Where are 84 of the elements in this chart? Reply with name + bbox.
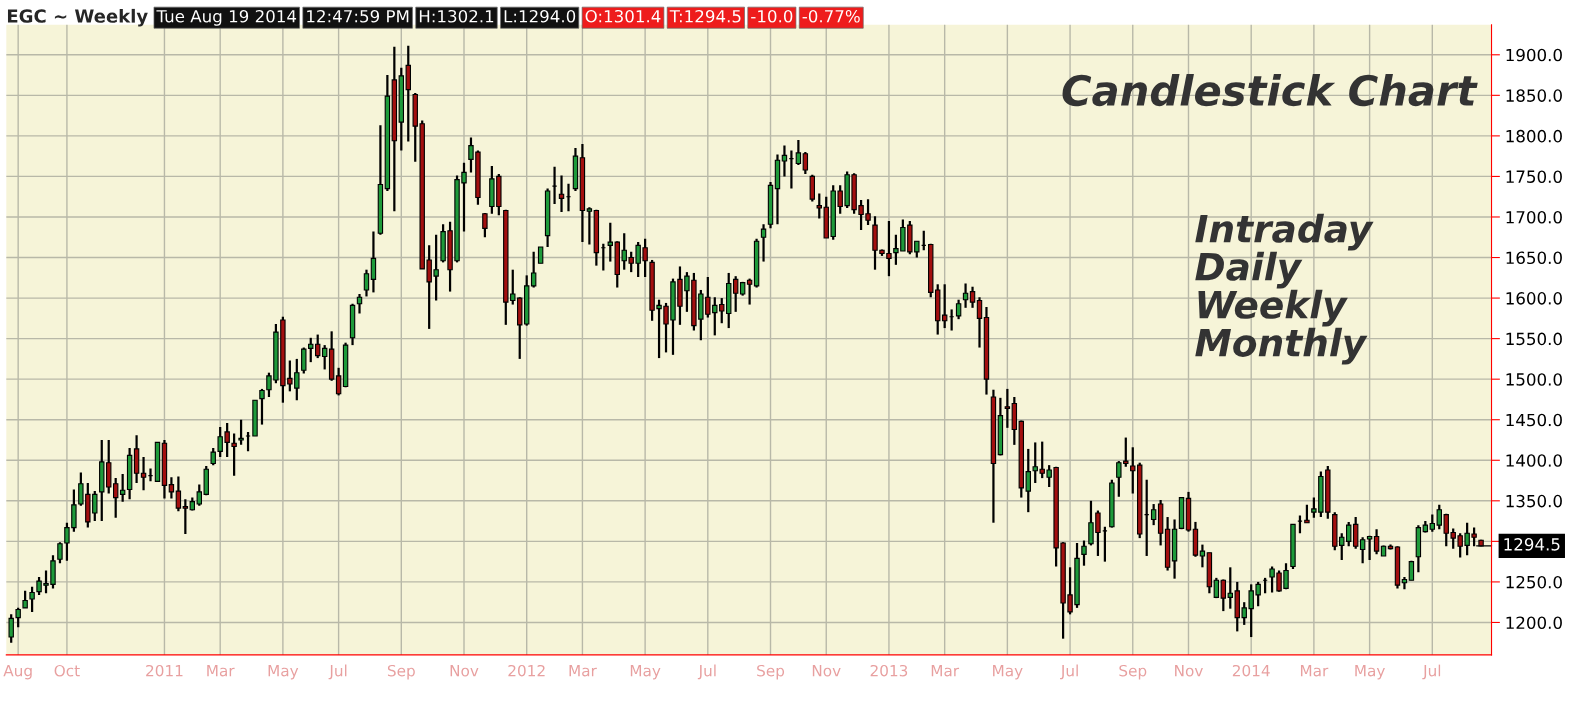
x-tick-label: Nov [450,665,479,677]
y-tick-label: 1450.0 [1506,413,1562,427]
x-tick-label: Jul [1060,664,1078,680]
candlestick [231,432,237,477]
y-tick-label: 1850.0 [1506,89,1562,102]
y-tick-label: 1900.0 [1506,48,1562,62]
candlestick [1359,536,1366,565]
candlestick [1199,543,1206,569]
candlestick [370,230,377,294]
y-tick-label: 1500.0 [1506,373,1562,386]
y-tick-label: 1750.0 [1506,170,1562,183]
y-tick-label: 1800.0 [1506,129,1562,143]
x-tick-label: 2012 [508,664,545,677]
x-tick-label: Mar [931,665,960,677]
x-tick-label: Nov [1175,665,1203,677]
candlestick [760,223,767,263]
candlestick [335,366,342,397]
candlestick [8,613,14,644]
y-tick-label: 1550.0 [1506,332,1562,346]
x-tick-label: Sep [387,664,415,680]
candlestick [15,606,21,629]
x-tick-label: Sep [757,664,785,680]
text: -10.0 [751,9,793,23]
candlestick [1081,539,1087,567]
y-tick-label: 1400.0 [1506,454,1562,467]
candlestick [746,277,753,306]
candlestick [586,206,593,246]
text: T:1294.5 [669,9,741,23]
y-tick-label: 1200.0 [1506,616,1562,630]
x-tick-label: Mar [207,665,235,677]
candlestick [1373,528,1380,556]
text: O:1301.4 [585,9,661,23]
candlestick [969,285,976,309]
x-tick-label: Mar [569,665,597,677]
ref-line-label: 1294.5 [1504,538,1560,551]
candlestick [558,174,565,214]
x-tick-label: Mar [1300,665,1329,677]
y-tick-label: 1700.0 [1506,210,1562,224]
candlestick [955,298,962,321]
x-tick-label: May [1355,665,1385,680]
x-tick-label: Aug [3,665,32,680]
x-tick-label: Nov [812,665,841,677]
candlestick [781,144,788,178]
annotation: Tue Aug 19 2014 [156,9,297,26]
candlestick [168,476,175,500]
candlestick [976,296,983,349]
x-tick-label: Jul [328,664,347,680]
x-tick-label: Sep [1119,664,1147,680]
candlestick [482,211,488,239]
y-tick-label: 1600.0 [1506,292,1562,305]
candlestick [301,346,307,375]
candlestick [140,455,147,492]
candlestick [1004,387,1011,429]
candlestick [259,387,265,426]
candlestick [29,585,35,614]
x-tick-label: May [630,665,661,680]
annotation: Intraday Daily Weekly Monthly [1195,213,1374,365]
y-tick-label: 1250.0 [1506,575,1562,589]
candlestick [175,475,182,513]
y-tick-label: 1650.0 [1506,251,1562,265]
y-tick-label: 1350.0 [1506,494,1562,508]
candlestick [363,268,370,298]
chart-title: EGC ~ Weekly [7,8,148,27]
candlestick [795,138,802,167]
text: -0.77% [802,9,860,23]
candlestick [802,150,809,176]
text: L:1294.0 [504,9,576,23]
candlestick [1150,502,1157,527]
text: 12:47:59 PM [307,9,409,23]
x-tick-label: 2013 [870,664,908,677]
candlestick [1366,534,1373,562]
text: H:1302.1 [419,9,494,23]
candlestick [809,173,816,203]
text: Candlestick Chart [1062,73,1478,107]
x-tick-label: 2014 [1232,664,1270,677]
candlestick [182,498,189,536]
x-tick-label: May [268,665,299,680]
candlestick [119,472,126,503]
x-tick-label: Oct [54,664,80,677]
x-tick-label: 2011 [146,664,183,677]
x-tick-label: May [993,665,1023,680]
x-tick-label: Jul [697,664,716,680]
x-tick-label: Jul [1422,664,1441,680]
candlestick [238,418,244,446]
